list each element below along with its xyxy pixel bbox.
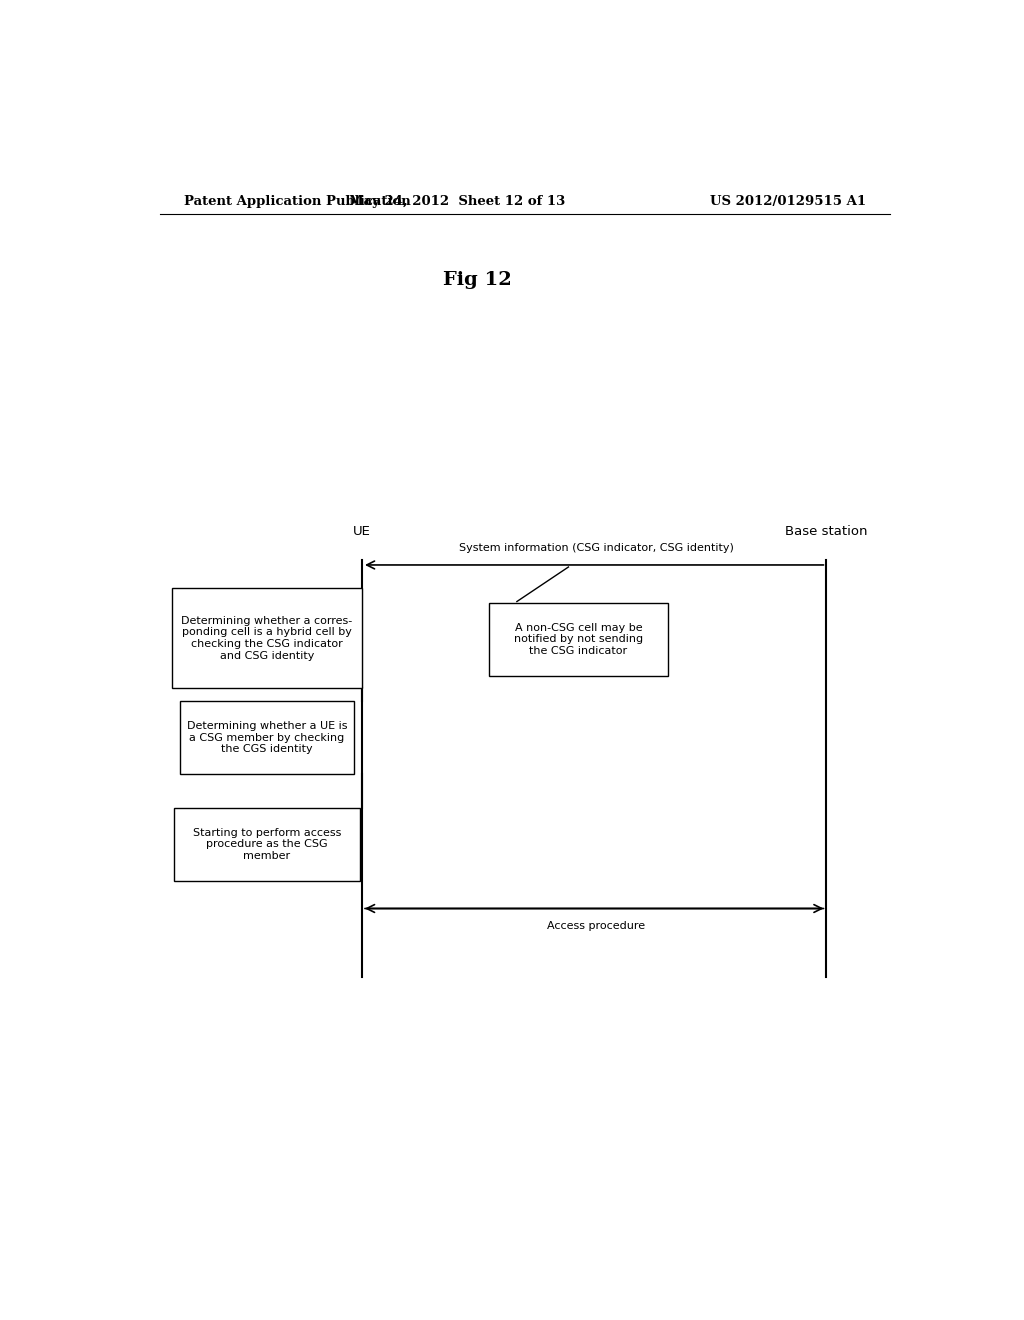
Bar (179, 701, 354, 775)
Bar (172, 589, 362, 688)
Text: Fig 12: Fig 12 (442, 272, 512, 289)
Text: UE: UE (353, 524, 371, 537)
Text: Determining whether a UE is
a CSG member by checking
the CGS identity: Determining whether a UE is a CSG member… (186, 721, 347, 754)
Text: Patent Application Publication: Patent Application Publication (183, 194, 411, 207)
Text: System information (CSG indicator, CSG identity): System information (CSG indicator, CSG i… (459, 543, 733, 553)
Text: A non-CSG cell may be
notified by not sending
the CSG indicator: A non-CSG cell may be notified by not se… (514, 623, 643, 656)
Text: Determining whether a corres-
ponding cell is a hybrid cell by
checking the CSG : Determining whether a corres- ponding ce… (181, 615, 352, 660)
Text: Starting to perform access
procedure as the CSG
member: Starting to perform access procedure as … (193, 828, 341, 861)
Bar (174, 808, 360, 880)
Text: Base station: Base station (785, 524, 867, 537)
Text: May 24, 2012  Sheet 12 of 13: May 24, 2012 Sheet 12 of 13 (349, 194, 565, 207)
Bar (489, 602, 668, 676)
Text: Access procedure: Access procedure (547, 921, 645, 931)
Text: US 2012/0129515 A1: US 2012/0129515 A1 (710, 194, 866, 207)
